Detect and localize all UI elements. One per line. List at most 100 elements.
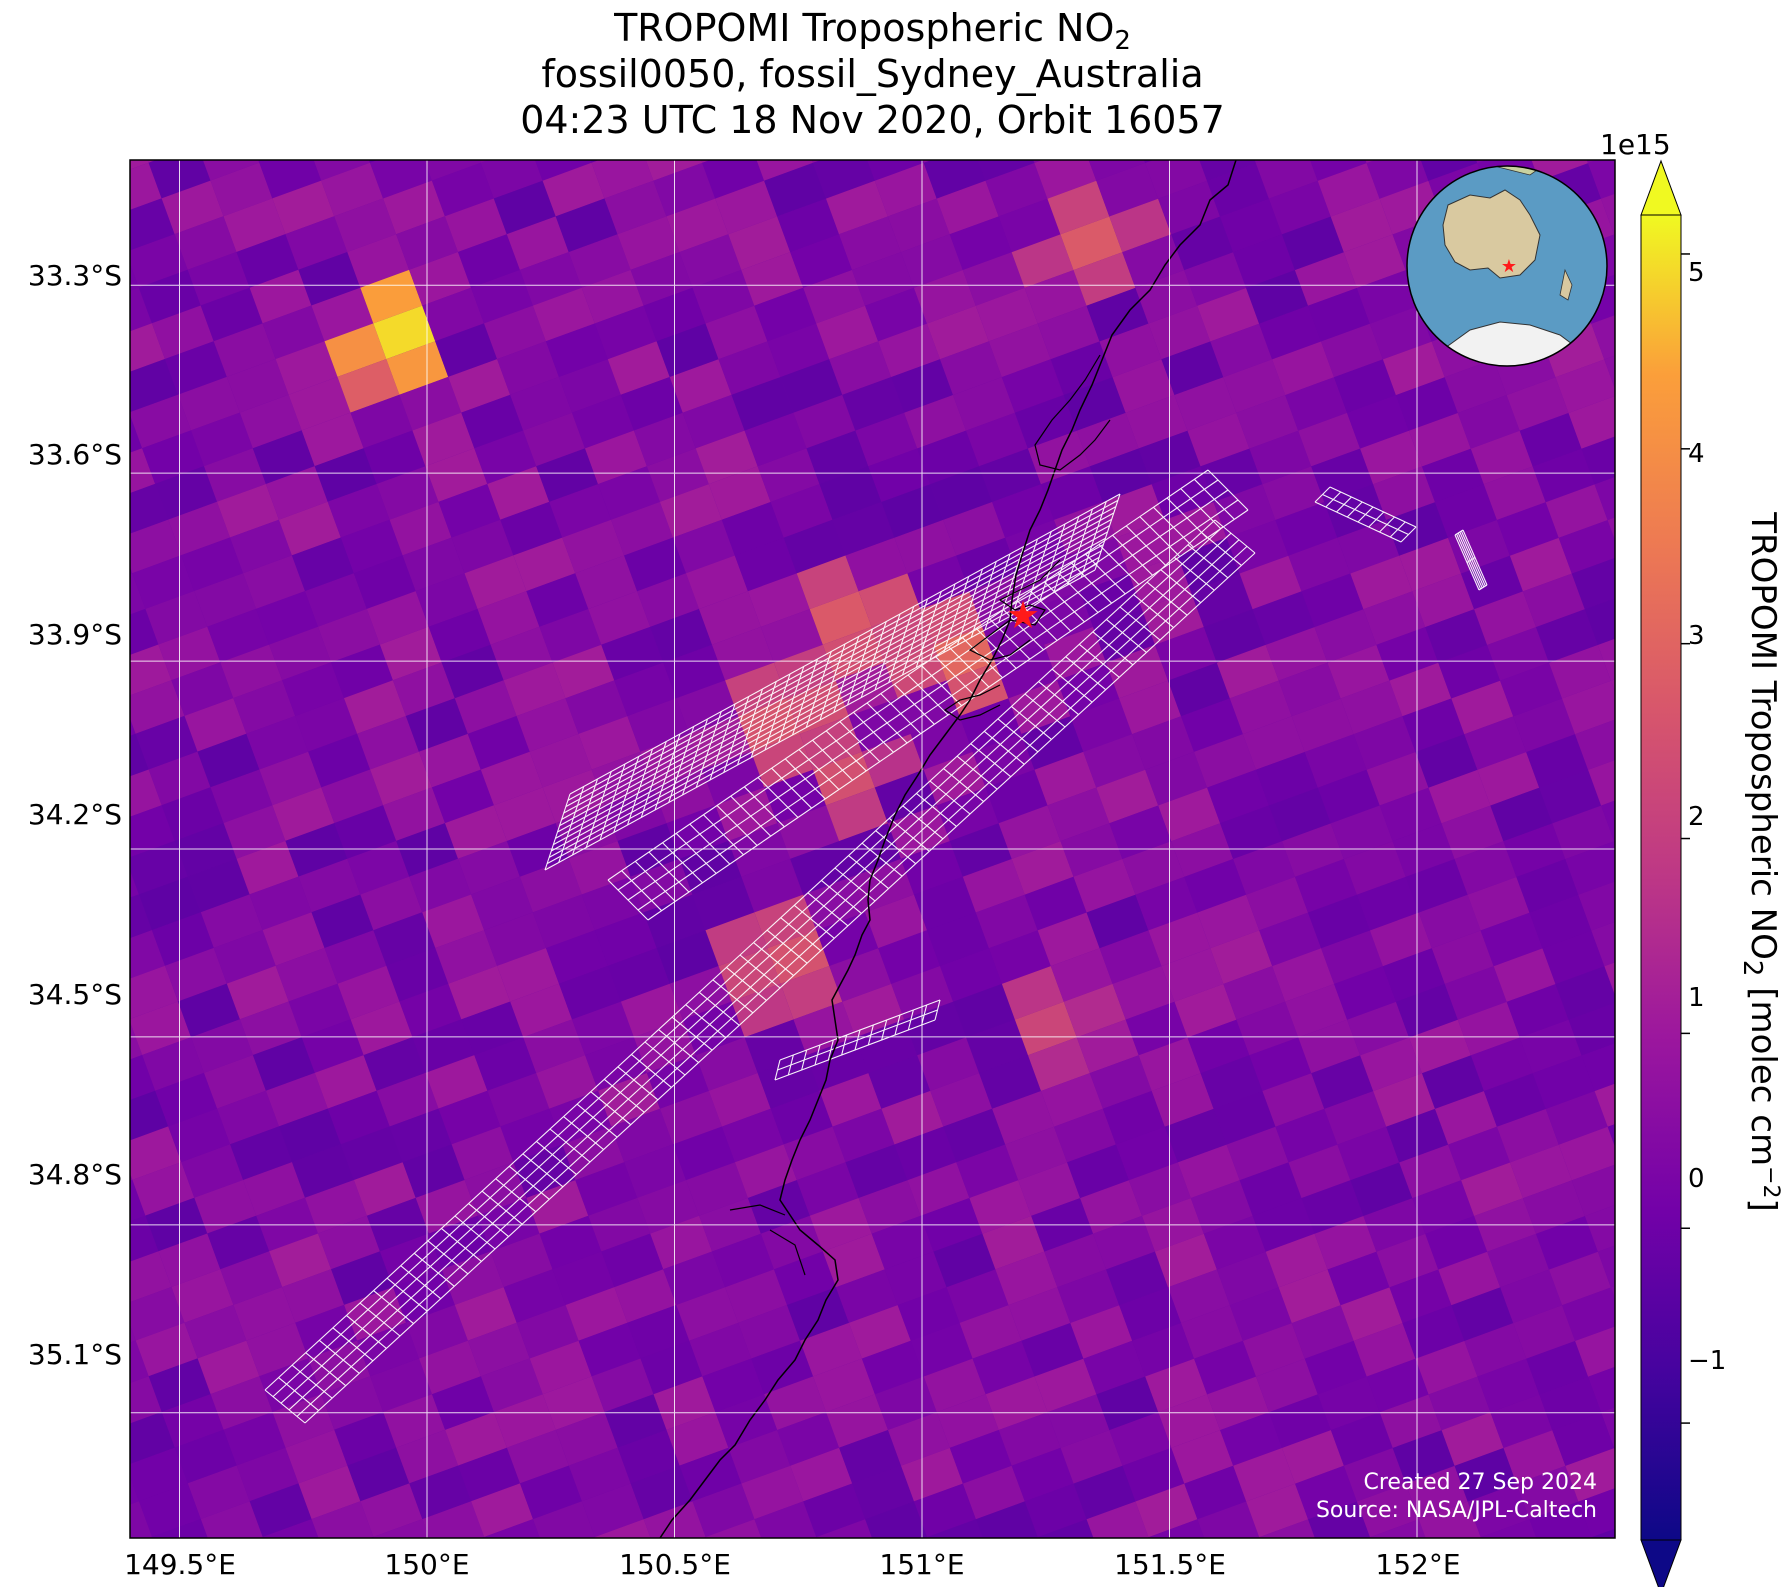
no2-pixel bbox=[1128, 1162, 1191, 1216]
no2-pixel bbox=[1099, 323, 1162, 378]
no2-pixel bbox=[406, 91, 468, 144]
no2-pixel bbox=[236, 234, 299, 288]
no2-pixel bbox=[130, 1340, 149, 1384]
no2-pixel bbox=[479, 160, 489, 163]
no2-pixel bbox=[132, 555, 195, 609]
created-date: Created 27 Sep 2024 bbox=[1363, 1470, 1598, 1495]
no2-pixel bbox=[679, 234, 742, 288]
no2-pixel bbox=[725, 662, 787, 717]
no2-pixel bbox=[715, 1394, 778, 1448]
no2-pixel bbox=[1392, 1430, 1455, 1484]
no2-pixel bbox=[504, 56, 566, 110]
no2-pixel bbox=[487, 466, 550, 520]
no2-pixel bbox=[217, 484, 279, 538]
no2-pixel bbox=[1187, 412, 1250, 467]
no2-pixel bbox=[419, 1340, 481, 1395]
no2-pixel bbox=[503, 1269, 566, 1323]
no2-pixel bbox=[774, 1251, 836, 1305]
no2-pixel bbox=[432, 769, 494, 824]
no2-pixel bbox=[813, 751, 875, 806]
no2-pixel bbox=[731, 377, 794, 431]
no2-pixel bbox=[633, 412, 696, 467]
no2-pixel bbox=[1106, 644, 1168, 699]
no2-pixel bbox=[1549, 645, 1611, 699]
no2-pixel bbox=[686, 555, 748, 609]
no2-pixel bbox=[1246, 1483, 1309, 1538]
no2-pixel bbox=[1122, 234, 1185, 288]
no2-pixel bbox=[816, 1519, 873, 1538]
no2-pixel bbox=[1310, 160, 1367, 181]
no2-pixel bbox=[705, 1519, 762, 1538]
no2-pixel bbox=[663, 644, 726, 699]
no2-pixel bbox=[1366, 1358, 1429, 1413]
no2-pixel bbox=[1448, 520, 1510, 574]
no2-pixel bbox=[676, 74, 738, 128]
no2-pixel bbox=[1096, 1376, 1159, 1431]
no2-pixel bbox=[923, 751, 986, 806]
no2-pixel bbox=[1279, 56, 1341, 110]
no2-pixel bbox=[741, 252, 804, 306]
no2-pixel bbox=[1089, 1055, 1152, 1109]
no2-pixel bbox=[1454, 841, 1517, 895]
no2-pixel bbox=[1584, 598, 1615, 645]
no2-pixel bbox=[130, 1215, 159, 1262]
globe-new-zealand bbox=[1559, 268, 1573, 301]
no2-pixel bbox=[480, 1358, 543, 1412]
no2-pixel bbox=[578, 716, 641, 770]
swath-far-east-patch bbox=[1454, 529, 1488, 591]
no2-pixel bbox=[1581, 436, 1615, 485]
no2-pixel bbox=[1086, 287, 1149, 342]
no2-pixel bbox=[139, 1483, 201, 1537]
no2-pixel bbox=[138, 876, 201, 931]
no2-pixel bbox=[1024, 270, 1087, 324]
no2-pixel bbox=[578, 1322, 641, 1377]
no2-pixel bbox=[448, 965, 511, 1020]
no2-pixel bbox=[894, 519, 957, 574]
no2-pixel bbox=[1356, 1483, 1419, 1538]
no2-pixel bbox=[936, 1394, 999, 1448]
no2-pixel bbox=[223, 805, 286, 859]
colorbar-tick-label: 0 bbox=[1688, 1164, 1705, 1194]
no2-pixel bbox=[291, 537, 354, 592]
no2-pixel bbox=[897, 1287, 960, 1341]
no2-pixel bbox=[858, 573, 921, 627]
no2-pixel bbox=[366, 591, 429, 645]
no2-pixel bbox=[1350, 555, 1413, 610]
no2-pixel bbox=[464, 1162, 527, 1216]
no2-pixel bbox=[61, 662, 123, 716]
no2-pixel bbox=[25, 716, 87, 770]
no2-pixel bbox=[1490, 1394, 1553, 1448]
no2-pixel bbox=[617, 1429, 680, 1484]
no2-pixel bbox=[783, 1126, 846, 1181]
no2-pixel bbox=[878, 323, 940, 378]
no2-pixel bbox=[1070, 1305, 1133, 1359]
no2-pixel bbox=[200, 1501, 263, 1538]
no2-pixel bbox=[972, 734, 1035, 788]
no2-pixel bbox=[67, 377, 129, 431]
no2-pixel bbox=[756, 160, 813, 181]
no2-pixel bbox=[130, 733, 149, 777]
no2-pixel bbox=[1125, 395, 1188, 449]
no2-pixel bbox=[1226, 1126, 1289, 1181]
no2-pixel bbox=[1399, 1144, 1462, 1199]
no2-pixel bbox=[1562, 74, 1624, 128]
no2-pixel bbox=[1588, 160, 1615, 199]
no2-pixel bbox=[1213, 484, 1276, 538]
no2-pixel bbox=[399, 983, 462, 1038]
colorbar-tick-label: 3 bbox=[1688, 621, 1705, 651]
title-line-2: fossil0050, fossil_Sydney_Australia bbox=[541, 52, 1204, 96]
no2-pixel bbox=[1174, 377, 1237, 431]
no2-pixel bbox=[327, 1090, 390, 1145]
no2-pixel bbox=[744, 1019, 807, 1073]
no2-pixel bbox=[1562, 680, 1615, 735]
no2-pixel bbox=[220, 644, 283, 699]
no2-pixel bbox=[204, 448, 266, 502]
no2-pixel bbox=[177, 376, 240, 431]
no2-pixel bbox=[1519, 1019, 1582, 1074]
no2-pixel bbox=[904, 1001, 967, 1056]
no2-pixel bbox=[226, 965, 289, 1020]
no2-pixel bbox=[45, 1073, 107, 1127]
no2-pixel bbox=[202, 160, 260, 181]
no2-pixel bbox=[1292, 92, 1354, 146]
no2-pixel bbox=[1510, 1144, 1572, 1199]
